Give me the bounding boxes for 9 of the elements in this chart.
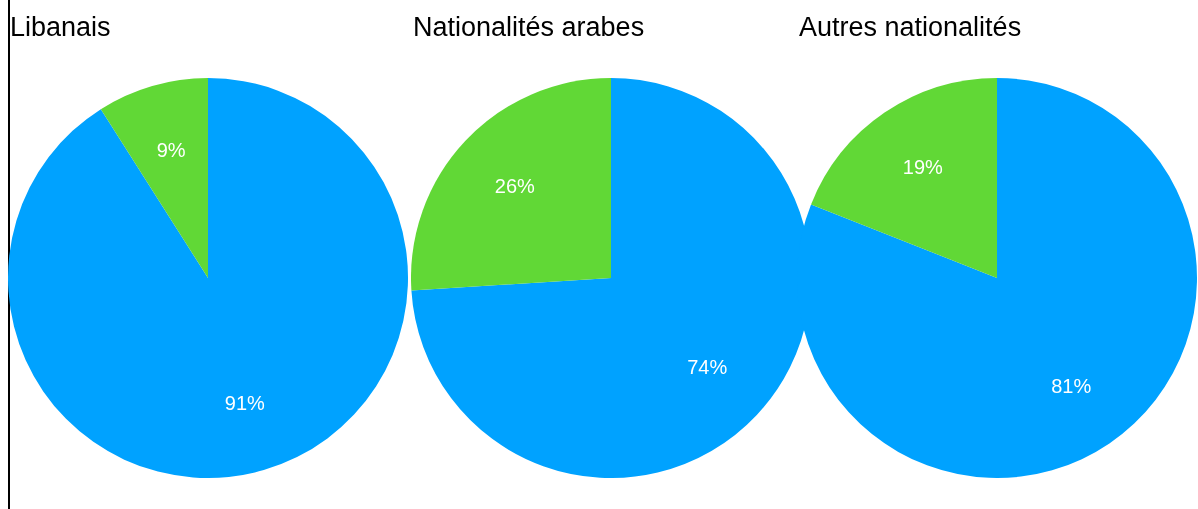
chart-title: Autres nationalités xyxy=(799,12,1022,43)
chart-title: Nationalités arabes xyxy=(413,12,645,43)
data-label: 26% xyxy=(494,175,536,198)
chart-title: Libanais xyxy=(10,12,111,43)
data-label: 91% xyxy=(224,392,266,415)
data-label: 81% xyxy=(1051,374,1092,397)
data-label: 74% xyxy=(687,355,728,378)
data-label: 19% xyxy=(902,156,944,179)
data-label: 9% xyxy=(156,138,186,161)
